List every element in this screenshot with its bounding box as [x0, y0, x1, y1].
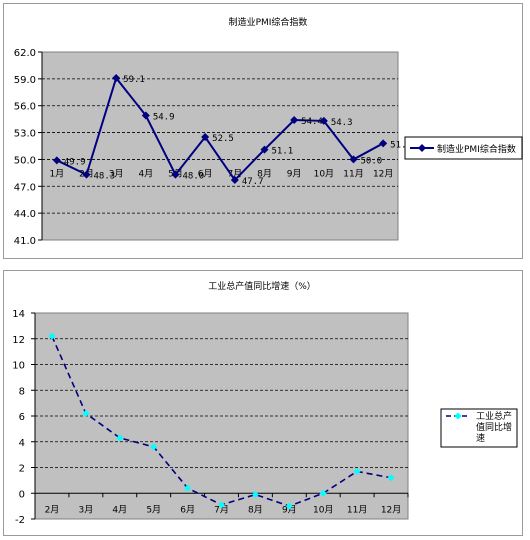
data-point — [387, 474, 395, 482]
data-label: 54.4 — [301, 117, 323, 127]
data-point — [112, 73, 121, 82]
data-point — [82, 409, 90, 417]
y-tick-label: 56.0 — [14, 102, 36, 113]
data-point — [285, 502, 293, 510]
x-tick-label: 2月 — [45, 504, 60, 515]
y-tick-label: 44.0 — [14, 209, 36, 220]
data-point — [251, 491, 259, 499]
y-tick-label: 62.0 — [14, 48, 36, 59]
data-label: 54.9 — [153, 113, 175, 123]
x-tick-label: 9月 — [287, 168, 302, 179]
x-tick-label: 10月 — [314, 168, 334, 179]
x-tick-label: 7月 — [214, 504, 229, 515]
legend-label-line: 速 — [476, 433, 485, 444]
x-tick-label: 4月 — [138, 168, 153, 179]
y-tick-label: 2 — [19, 464, 25, 475]
y-tick-label: -2 — [15, 515, 25, 526]
data-point — [141, 111, 150, 120]
data-point — [379, 139, 388, 148]
x-tick-label: 8月 — [248, 504, 263, 515]
data-point — [290, 116, 299, 125]
x-tick-label: 10月 — [313, 504, 333, 515]
data-point — [230, 176, 239, 185]
x-tick-label: 6月 — [180, 504, 195, 515]
x-tick-label: 11月 — [343, 168, 363, 179]
chart-title: 工业总产值同比增速（%） — [208, 280, 316, 292]
legend: 工业总产值同比增速 — [440, 408, 518, 448]
data-label: 47.7 — [242, 177, 264, 187]
data-point — [184, 484, 192, 492]
x-tick-label: 1月 — [49, 168, 64, 179]
legend-label-line: 值同比增 — [476, 421, 512, 433]
data-point — [319, 116, 328, 125]
x-tick-label: 3月 — [78, 504, 93, 515]
data-label: 59.1 — [123, 75, 145, 85]
data-label: 48.0 — [183, 172, 205, 182]
legend-box — [404, 136, 523, 160]
y-tick-label: 50.0 — [14, 155, 36, 166]
data-point — [260, 145, 269, 154]
x-tick-label: 11月 — [347, 504, 367, 515]
chart-title: 制造业PMI综合指数 — [229, 16, 308, 28]
pmi-chart-panel: 制造业PMI综合指数 62.0 59.0 56.0 53.0 50.0 47.0 44.0 41… — [3, 3, 523, 259]
pmi-chart: 制造业PMI综合指数 62.0 59.0 56.0 53.0 50.0 47.0 44.0 41… — [14, 16, 523, 247]
y-tick-label: 8 — [19, 386, 25, 397]
data-point — [82, 170, 91, 179]
y-tick-label: 0 — [19, 489, 25, 500]
legend-label-line: 工业总产 — [476, 410, 512, 422]
data-point — [319, 489, 327, 497]
legend-marker — [418, 144, 426, 152]
x-tick-label: 9月 — [282, 504, 297, 515]
data-label: 52.5 — [212, 134, 234, 144]
series-line — [56, 75, 384, 182]
data-point — [218, 501, 225, 509]
industrial-output-chart-panel: 工业总产值同比增速（%） 14 12 10 8 6 4 2 0 -2 2月 3月 4月 5月 6月 7月 8月 9… — [3, 270, 523, 536]
y-tick-label: 41.0 — [14, 236, 36, 247]
y-tick-label: 6 — [19, 412, 25, 423]
industrial-output-chart: 工业总产值同比增速（%） 14 12 10 8 6 4 2 0 -2 2月 3月 4月 5月 6月 7月 8月 9… — [12, 280, 518, 526]
plot-area — [41, 51, 399, 241]
data-point — [52, 156, 61, 165]
data-label: 54.3 — [331, 118, 353, 128]
x-tick-label: 7月 — [227, 168, 242, 179]
y-tick-label: 53.0 — [14, 129, 36, 140]
legend-label: 工业总产值同比增速 — [476, 410, 512, 444]
y-tick-label: 59.0 — [14, 75, 36, 86]
data-point — [201, 133, 210, 142]
data-point — [150, 443, 158, 451]
data-point — [48, 332, 56, 340]
x-tick-label: 12月 — [381, 504, 401, 515]
y-tick-label: 12 — [12, 335, 25, 346]
y-tick-label: 10 — [12, 361, 25, 372]
data-label: 51.8 — [390, 140, 412, 150]
x-tick-label: 6月 — [198, 168, 213, 179]
data-label: 49.9 — [64, 157, 86, 167]
x-tick-label: 4月 — [112, 504, 127, 515]
x-tick-label: 8月 — [257, 168, 272, 179]
legend-label: 制造业PMI综合指数 — [437, 143, 516, 155]
data-label: 48.3 — [94, 172, 116, 182]
y-tick-label: 4 — [19, 438, 25, 449]
legend: 制造业PMI综合指数 — [404, 136, 523, 160]
data-point — [171, 170, 180, 179]
x-tick-label: 5月 — [146, 504, 161, 515]
data-label: 51.1 — [272, 147, 294, 157]
data-point — [116, 434, 124, 442]
y-tick-label: 47.0 — [14, 182, 36, 193]
legend-box — [440, 408, 518, 448]
legend-marker — [454, 412, 462, 420]
data-point — [353, 467, 361, 475]
data-point — [349, 155, 358, 164]
data-label: 50.0 — [361, 156, 383, 166]
y-tick-label: 14 — [12, 309, 25, 320]
x-tick-label: 12月 — [373, 168, 393, 179]
x-tick-label: 3月 — [109, 168, 124, 179]
